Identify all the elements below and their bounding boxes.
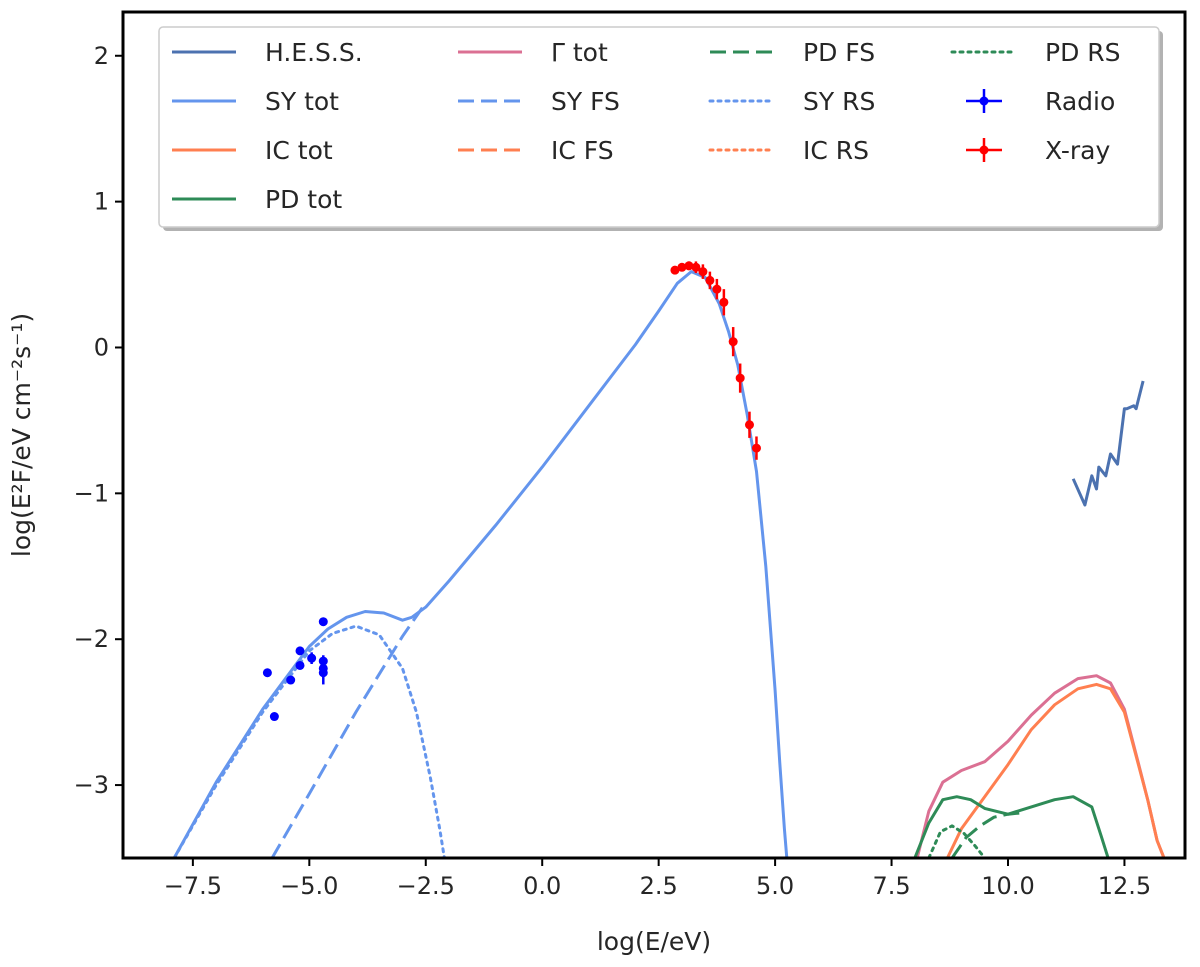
legend-label: IC RS — [803, 136, 869, 165]
x-ray-point — [698, 267, 708, 277]
legend-label: SY FS — [551, 87, 620, 116]
radio-point — [286, 675, 296, 685]
x-ray-point — [670, 265, 680, 275]
series-pd-rs — [927, 824, 987, 858]
data-points — [262, 261, 761, 722]
x-ray-point — [735, 373, 745, 383]
x-ray-point — [691, 262, 701, 272]
legend-item-h-e-s-s: H.E.S.S. — [172, 38, 363, 67]
legend-item-pd-rs: PD RS — [950, 38, 1121, 67]
y-tick-label: 2 — [94, 42, 109, 70]
y-tick-label: 1 — [94, 188, 109, 216]
legend-label: Γ tot — [551, 38, 608, 67]
radio-point — [307, 653, 317, 663]
x-ray-point — [744, 420, 754, 430]
x-tick-label: −2.5 — [397, 872, 455, 900]
legend-item-ic-tot: IC tot — [172, 136, 333, 165]
legend-item-sy-tot: SY tot — [172, 87, 339, 116]
x-ray-point — [677, 262, 687, 272]
radio-point — [318, 617, 328, 627]
radio-point — [295, 646, 305, 656]
plot-area — [172, 270, 1166, 858]
legend-label: X-ray — [1045, 136, 1111, 165]
y-tick-label: −2 — [74, 625, 109, 653]
legend-label: SY RS — [803, 87, 875, 116]
legend: H.E.S.S. SY tot IC tot PD tot Γ tot SY FS IC F… — [158, 26, 1163, 231]
legend-label: SY tot — [265, 87, 339, 116]
series-sy-fs — [270, 601, 428, 858]
x-ray-point — [712, 284, 722, 294]
legend-item-pd-fs: PD FS — [710, 38, 875, 67]
series-pd-fs — [950, 811, 1023, 858]
legend-label: IC FS — [551, 136, 614, 165]
plot-frame — [121, 10, 1187, 860]
y-axis-title: log(E²F/eV cm⁻²s⁻¹) — [7, 313, 36, 557]
radio-point — [295, 660, 305, 670]
legend-label: H.E.S.S. — [265, 38, 363, 67]
legend-item-x-ray: X-ray — [966, 136, 1111, 165]
legend-marker-dot — [979, 145, 989, 155]
legend-label: Radio — [1045, 87, 1115, 116]
x-tick-label: 0.0 — [523, 872, 561, 900]
x-tick-label: −7.5 — [164, 872, 222, 900]
x-tick-label: 12.5 — [1098, 872, 1151, 900]
x-axis-title: log(E/eV) — [597, 927, 711, 956]
legend-label: IC tot — [265, 136, 333, 165]
legend-label: PD tot — [265, 185, 342, 214]
y-tick-label: −3 — [74, 771, 109, 799]
x-ray-point — [728, 337, 738, 347]
y-tick-label: −1 — [74, 479, 109, 507]
y-axis: −3 −2 −1 0 1 2 — [74, 42, 123, 799]
legend-item-sy-fs: SY FS — [458, 87, 620, 116]
x-ray-point — [705, 275, 715, 285]
legend-item-ic-fs: IC FS — [458, 136, 614, 165]
legend-label: PD RS — [1045, 38, 1121, 67]
legend-item-ic-rs: IC RS — [708, 136, 869, 165]
x-axis: −7.5 −5.0 −2.5 0.0 2.5 5.0 7.5 10.0 12.5 — [164, 858, 1151, 900]
x-ray-point — [684, 261, 694, 271]
y-tick-label: 0 — [94, 333, 109, 361]
x-tick-label: 5.0 — [756, 872, 794, 900]
series-sy-tot — [172, 270, 789, 858]
legend-item-gamma-tot: Γ tot — [458, 38, 608, 67]
legend-box — [158, 26, 1160, 228]
x-ray-point — [719, 297, 729, 307]
legend-item-radio: Radio — [966, 87, 1115, 116]
legend-item-pd-tot: PD tot — [172, 185, 342, 214]
x-ray-point — [751, 443, 761, 453]
legend-marker-dot — [979, 96, 989, 106]
series-h-e-s-s — [1071, 380, 1145, 507]
radio-point — [318, 668, 328, 678]
series-sy-rs — [172, 624, 446, 858]
x-tick-label: −5.0 — [280, 872, 338, 900]
legend-item-sy-rs: SY RS — [708, 87, 875, 116]
x-tick-label: 10.0 — [981, 872, 1034, 900]
series-ic-tot — [946, 682, 1166, 858]
radio-point — [269, 712, 279, 722]
legend-label: PD FS — [803, 38, 875, 67]
radio-point — [262, 668, 272, 678]
x-tick-label: 7.5 — [872, 872, 910, 900]
x-tick-label: 2.5 — [640, 872, 678, 900]
